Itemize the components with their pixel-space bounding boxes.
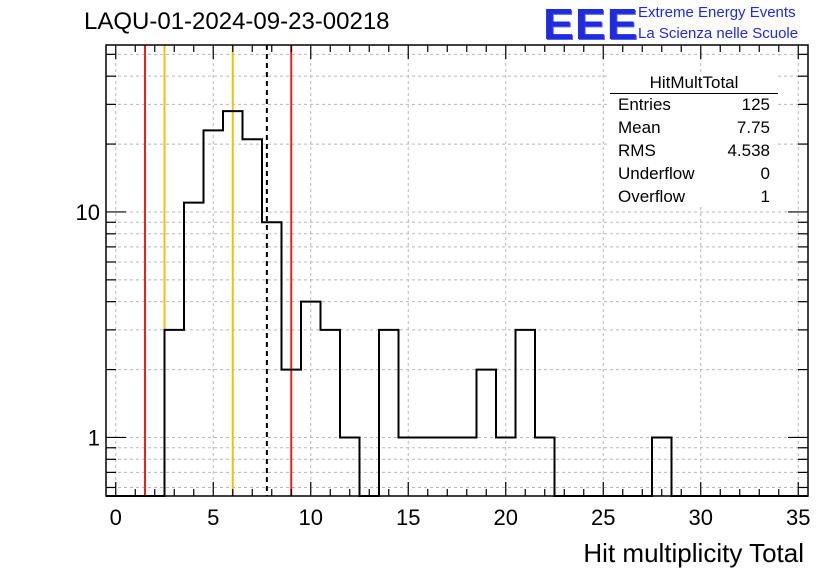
x-tick-label: 30 <box>689 505 713 530</box>
stats-row-mean: Mean 7.75 <box>618 116 770 139</box>
stats-value: 4.538 <box>727 141 770 160</box>
stats-row-entries: Entries 125 <box>618 93 770 116</box>
axis-ticks <box>106 45 808 496</box>
logo-subtitle-1: Extreme Energy Events <box>638 4 796 21</box>
y-tick-label: 10 <box>76 200 100 225</box>
stats-title: HitMultTotal <box>610 72 778 94</box>
stats-value: 7.75 <box>736 118 770 137</box>
histogram-outline <box>106 110 808 497</box>
stats-value: 1 <box>760 187 770 206</box>
stats-value: 0 <box>760 164 770 183</box>
marker-lines <box>144 45 293 496</box>
stats-label: Underflow <box>618 164 695 183</box>
y-tick-label: 1 <box>88 425 100 450</box>
stats-row-rms: RMS 4.538 <box>618 139 770 162</box>
stats-label: RMS <box>618 141 656 160</box>
stats-box: HitMultTotal Entries 125 Mean 7.75 RMS 4… <box>610 72 778 206</box>
x-tick-label: 25 <box>591 505 615 530</box>
stats-label: Entries <box>618 95 671 114</box>
stats-value: 125 <box>741 95 770 114</box>
stats-label: Overflow <box>618 187 686 206</box>
chart-title: LAQU-01-2024-09-23-00218 <box>84 8 390 35</box>
logo-subtitle-2: La Scienza nelle Scuole <box>638 25 799 42</box>
stats-label: Mean <box>618 118 661 137</box>
eee-logo: EEE <box>543 0 639 49</box>
x-tick-label: 35 <box>786 505 810 530</box>
x-tick-label: 10 <box>299 505 323 530</box>
stats-row-overflow: Overflow 1 <box>618 185 770 208</box>
x-axis-label: Hit multiplicity Total <box>583 538 804 568</box>
x-tick-label: 0 <box>110 505 122 530</box>
x-tick-label: 5 <box>207 505 219 530</box>
x-tick-label: 15 <box>396 505 420 530</box>
plot-frame <box>105 44 809 497</box>
x-tick-label: 20 <box>494 505 518 530</box>
grid-lines <box>106 45 808 496</box>
axis-tick-labels: 0 5 10 15 20 25 30 35 1 10 <box>76 200 811 530</box>
stats-row-underflow: Underflow 0 <box>618 162 770 185</box>
